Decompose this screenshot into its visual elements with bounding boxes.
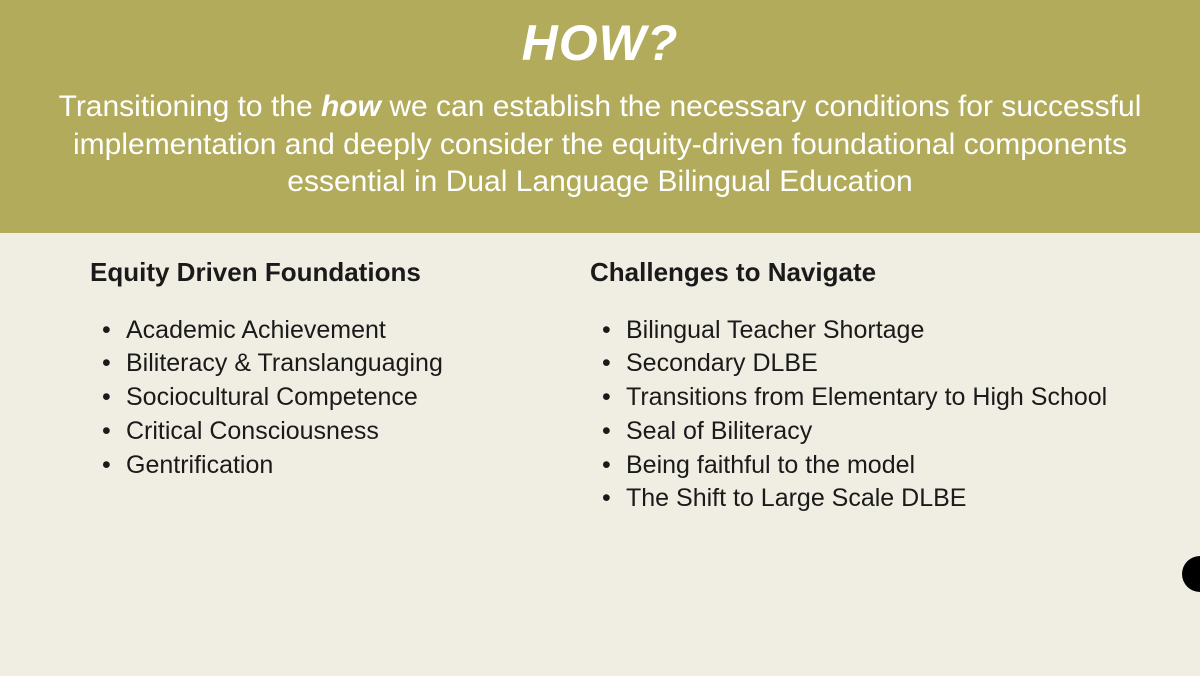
slide-title: HOW? bbox=[40, 14, 1160, 72]
list-item: Being faithful to the model bbox=[602, 449, 1160, 483]
list-item: Seal of Biliteracy bbox=[602, 415, 1160, 449]
subtitle-emphasis: how bbox=[321, 90, 381, 123]
left-list: Academic Achievement Biliteracy & Transl… bbox=[90, 314, 570, 483]
right-column: Challenges to Navigate Bilingual Teacher… bbox=[590, 257, 1160, 517]
right-list: Bilingual Teacher Shortage Secondary DLB… bbox=[590, 314, 1160, 517]
edge-decoration bbox=[1182, 556, 1200, 592]
list-item: Secondary DLBE bbox=[602, 347, 1160, 381]
list-item: Transitions from Elementary to High Scho… bbox=[602, 381, 1160, 415]
left-column: Equity Driven Foundations Academic Achie… bbox=[90, 257, 570, 517]
list-item: Gentrification bbox=[102, 449, 570, 483]
list-item: Bilingual Teacher Shortage bbox=[602, 314, 1160, 348]
slide-subtitle: Transitioning to the how we can establis… bbox=[40, 88, 1160, 201]
banner: HOW? Transitioning to the how we can est… bbox=[0, 0, 1200, 233]
list-item: Sociocultural Competence bbox=[102, 381, 570, 415]
subtitle-pre: Transitioning to the bbox=[59, 90, 321, 123]
left-heading: Equity Driven Foundations bbox=[90, 257, 570, 288]
list-item: Academic Achievement bbox=[102, 314, 570, 348]
list-item: The Shift to Large Scale DLBE bbox=[602, 482, 1160, 516]
right-heading: Challenges to Navigate bbox=[590, 257, 1160, 288]
content-columns: Equity Driven Foundations Academic Achie… bbox=[0, 233, 1200, 517]
list-item: Biliteracy & Translanguaging bbox=[102, 347, 570, 381]
list-item: Critical Consciousness bbox=[102, 415, 570, 449]
